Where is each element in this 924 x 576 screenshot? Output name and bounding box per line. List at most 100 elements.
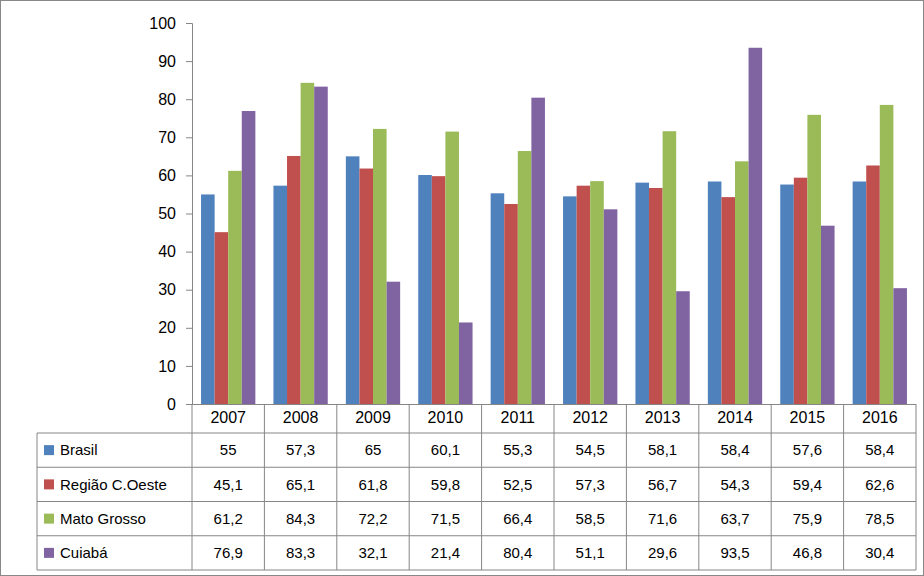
y-tick-label: 40 [158, 243, 176, 260]
bar [577, 186, 591, 404]
table-border [554, 404, 555, 570]
y-tick: 20 [158, 319, 192, 336]
bar [807, 115, 821, 404]
y-tick-label: 70 [158, 129, 176, 146]
table-cell: 84,3 [286, 510, 315, 527]
table-cell: 80,4 [503, 544, 532, 561]
y-tick-mark [186, 404, 192, 405]
legend-key [44, 445, 54, 455]
y-tick-mark [186, 61, 192, 62]
table-border [37, 467, 916, 468]
table-row: 5557,36560,155,354,558,158,457,658,4 [220, 441, 895, 458]
table-border [771, 404, 772, 570]
legend-key [44, 479, 54, 489]
y-tick-mark [186, 175, 192, 176]
bar [432, 176, 446, 404]
chart: 0102030405060708090100200720082009201020… [0, 0, 924, 576]
table-cell: 75,9 [793, 510, 822, 527]
legend-label: Mato Grosso [60, 510, 146, 527]
bar [301, 83, 315, 404]
bar [215, 232, 229, 404]
bar [418, 175, 432, 404]
table-cell: 32,1 [358, 544, 387, 561]
table-cell: 83,3 [286, 544, 315, 561]
table-cell: 45,1 [214, 476, 243, 493]
table-border [264, 404, 265, 570]
table-cell: 57,6 [793, 441, 822, 458]
table-cell: 78,5 [865, 510, 894, 527]
legend-label: Brasil [60, 441, 98, 458]
legend-label: Cuiabá [60, 544, 108, 561]
y-tick-mark [186, 99, 192, 100]
x-tick-label: 2011 [501, 409, 536, 426]
bar [780, 185, 794, 404]
table-cell: 61,2 [214, 510, 243, 527]
bar [649, 188, 663, 404]
bar [201, 194, 215, 404]
table-cell: 58,4 [865, 441, 894, 458]
y-tick-label: 50 [158, 205, 176, 222]
y-tick-mark [186, 137, 192, 138]
y-tick-mark [186, 366, 192, 367]
table-cell: 57,3 [576, 476, 605, 493]
x-tick: 2014 [717, 404, 753, 426]
data-table: Brasil5557,36560,155,354,558,158,457,658… [37, 404, 916, 570]
y-tick-label: 20 [158, 319, 176, 336]
table-cell: 60,1 [431, 441, 460, 458]
x-tick: 2013 [645, 404, 681, 426]
bar [563, 196, 577, 404]
y-tick: 80 [158, 91, 192, 108]
bar [273, 186, 287, 404]
x-tick: 2015 [790, 404, 826, 426]
bar [242, 111, 256, 404]
y-tick-label: 10 [158, 358, 176, 375]
x-tick-label: 2013 [645, 409, 681, 426]
table-row: 45,165,161,859,852,557,356,754,359,462,6 [214, 476, 895, 493]
table-cell: 57,3 [286, 441, 315, 458]
bar [387, 282, 401, 404]
table-border [481, 404, 482, 570]
bar [359, 169, 373, 404]
y-tick-label: 30 [158, 281, 176, 298]
y-tick: 60 [158, 167, 192, 184]
table-cell: 76,9 [214, 544, 243, 561]
table-cell: 51,1 [576, 544, 605, 561]
y-tick: 40 [158, 243, 192, 260]
y-tick: 90 [158, 53, 192, 70]
table-border [192, 404, 193, 570]
table-cell: 46,8 [793, 544, 822, 561]
bar [228, 171, 242, 404]
y-tick: 100 [149, 15, 192, 32]
table-cell: 21,4 [431, 544, 460, 561]
table-cell: 65 [365, 441, 382, 458]
bar [735, 161, 749, 404]
y-tick: 70 [158, 129, 192, 146]
y-tick: 30 [158, 281, 192, 298]
x-tick-label: 2012 [572, 409, 608, 426]
bar [893, 288, 907, 404]
table-border [698, 404, 699, 570]
x-tick-label: 2014 [717, 409, 753, 426]
bar-series [242, 48, 907, 404]
table-cell: 55 [220, 441, 237, 458]
table-border [336, 404, 337, 570]
x-tick: 2010 [428, 404, 464, 426]
bar [373, 129, 387, 404]
y-axis-line [186, 24, 193, 405]
bar [445, 132, 459, 404]
bar [676, 291, 690, 404]
legend-key [44, 514, 54, 524]
y-tick-mark [186, 328, 192, 329]
table-cell: 63,7 [720, 510, 749, 527]
y-tick-mark [186, 23, 192, 24]
chart-border [1, 1, 924, 576]
y-tick-mark [186, 214, 192, 215]
table-border [37, 535, 916, 536]
x-tick-label: 2015 [790, 409, 826, 426]
bar [491, 193, 505, 404]
bar [880, 105, 894, 404]
table-cell: 58,5 [576, 510, 605, 527]
bar [346, 156, 360, 404]
bar [459, 322, 473, 404]
x-tick-label: 2016 [862, 409, 898, 426]
